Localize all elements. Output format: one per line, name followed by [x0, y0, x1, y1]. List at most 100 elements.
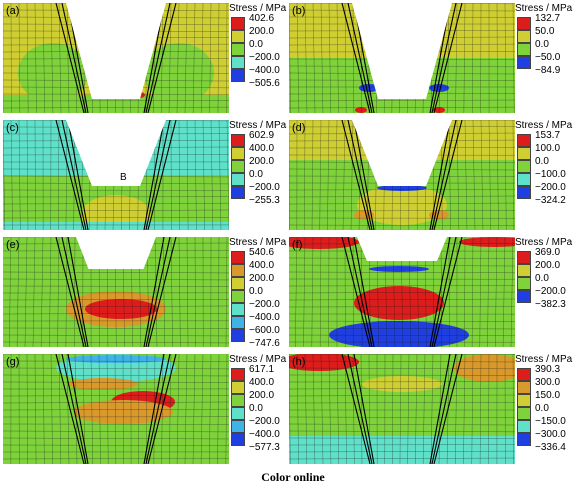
legend-tick-label: 0.0 [535, 156, 549, 167]
panel-g: (g) [3, 354, 229, 464]
legend-ticks: 402.6 200.0 0.0 −200.0 −400.0 −505.6 [249, 12, 280, 90]
legend-ticks: 602.9 400.0 200.0 0.0 −200.0 −255.3 [249, 129, 280, 207]
legend-tick-label: 0.0 [249, 39, 263, 50]
legend-tick-label: 0.0 [535, 403, 549, 414]
legend-tick-label: 200.0 [249, 26, 275, 37]
legend-swatch [231, 368, 245, 381]
legend-swatches [231, 134, 245, 199]
stress-field-plot [3, 237, 229, 347]
legend-tick-label: −577.3 [249, 442, 280, 453]
weld-boundary-lines [341, 237, 463, 347]
legend-tick-label: −150.0 [535, 416, 566, 427]
legend-swatch [231, 56, 245, 69]
legend-swatch [231, 381, 245, 394]
legend-swatch [517, 433, 531, 446]
legend-title: Stress / MPa [229, 354, 287, 365]
stress-region [354, 286, 444, 320]
legend-ticks: 390.3 300.0 150.0 0.0 −150.0 −300.0 −336.4 [535, 363, 566, 454]
legend-tick-label: −324.2 [535, 195, 566, 206]
stress-field-plot [289, 3, 515, 113]
legend-swatch [517, 30, 531, 43]
legend-ticks: 132.7 50.0 0.0 −50.0 −84.9 [535, 12, 560, 77]
legend-title: Stress / MPa [515, 237, 573, 248]
legend-tick-label: −200.0 [249, 416, 280, 427]
legend-swatch [517, 134, 531, 147]
legend-swatch [231, 407, 245, 420]
stress-region [85, 299, 157, 319]
weld-boundary-lines [55, 237, 177, 347]
legend-swatch [231, 43, 245, 56]
panel-label: (c) [6, 122, 19, 134]
stress-region [289, 237, 359, 249]
legend-swatch [517, 186, 531, 199]
legend-h: Stress / MPa 390.3 300.0 150.0 0.0 −150.0 −300… [515, 354, 579, 466]
legend-c: Stress / MPa 602.9 400.0 200.0 0.0 −200.0 −255… [229, 120, 293, 232]
legend-tick-label: −200.0 [535, 286, 566, 297]
legend-tick-label: 390.3 [535, 364, 561, 375]
legend-tick-label: 50.0 [535, 26, 555, 37]
legend-swatch [231, 173, 245, 186]
groove-cutout [66, 120, 166, 186]
legend-swatch [517, 43, 531, 56]
stress-region [68, 378, 138, 390]
legend-swatches [517, 251, 531, 303]
legend-tick-label: 540.6 [249, 247, 275, 258]
legend-tick-label: 400.0 [249, 377, 275, 388]
legend-tick-label: 200.0 [535, 260, 561, 271]
legend-swatch [517, 251, 531, 264]
panel-label: (g) [6, 356, 20, 368]
stress-region [377, 185, 427, 191]
legend-swatch [517, 147, 531, 160]
legend-a: Stress / MPa 402.6 200.0 0.0 −200.0 −400.0 −50… [229, 3, 293, 115]
legend-e: Stress / MPa 540.6 400.0 200.0 0.0 −200.0 −400… [229, 237, 293, 349]
legend-tick-label: 369.0 [535, 247, 561, 258]
legend-swatch [517, 407, 531, 420]
panel-f: (f) [289, 237, 515, 347]
groove-cutout [352, 120, 452, 186]
legend-tick-label: 617.1 [249, 364, 275, 375]
legend-swatch [517, 56, 531, 69]
legend-ticks: 369.0 200.0 0.0 −200.0 −382.3 [535, 246, 566, 311]
legend-tick-label: 200.0 [249, 156, 275, 167]
stress-region [357, 185, 447, 225]
legend-d: Stress / MPa 153.7 100.0 0.0 −100.0 −200.0 −32… [515, 120, 579, 232]
legend-tick-label: 0.0 [249, 169, 263, 180]
legend-tick-label: 150.0 [535, 390, 561, 401]
groove-cutout [352, 3, 452, 99]
stress-region [369, 266, 429, 272]
legend-tick-label: 300.0 [535, 377, 561, 388]
panel-c: (c) B [3, 120, 229, 230]
legend-tick-label: 0.0 [249, 403, 263, 414]
stress-field-plot [3, 3, 229, 113]
legend-swatches [517, 134, 531, 199]
legend-tick-label: 0.0 [249, 286, 263, 297]
point-b-label: B [120, 172, 127, 183]
legend-swatches [517, 17, 531, 69]
weld-boundary-lines [341, 120, 463, 230]
legend-swatch [517, 264, 531, 277]
legend-tick-label: −200.0 [249, 299, 280, 310]
legend-tick-label: −400.0 [249, 312, 280, 323]
panel-e: (e) [3, 237, 229, 347]
legend-swatches [231, 17, 245, 82]
legend-tick-label: −600.0 [249, 325, 280, 336]
legend-tick-label: 100.0 [535, 143, 561, 154]
legend-swatch [231, 264, 245, 277]
legend-title: Stress / MPa [515, 3, 573, 14]
legend-swatch [231, 290, 245, 303]
legend-tick-label: −84.9 [535, 65, 561, 76]
groove-cutout [76, 237, 156, 269]
stress-region [362, 376, 442, 392]
legend-swatch [231, 420, 245, 433]
weld-boundary-lines [55, 354, 177, 464]
legend-b: Stress / MPa 132.7 50.0 0.0 −50.0 −84.9 [515, 3, 579, 115]
legend-title: Stress / MPa [515, 120, 573, 131]
legend-tick-label: 200.0 [249, 273, 275, 284]
stress-region [66, 355, 166, 363]
weld-boundary-lines [341, 354, 463, 464]
legend-title: Stress / MPa [229, 3, 287, 14]
stress-region [3, 222, 229, 230]
legend-tick-label: 0.0 [535, 39, 549, 50]
legend-tick-label: 400.0 [249, 260, 275, 271]
legend-swatch [231, 134, 245, 147]
